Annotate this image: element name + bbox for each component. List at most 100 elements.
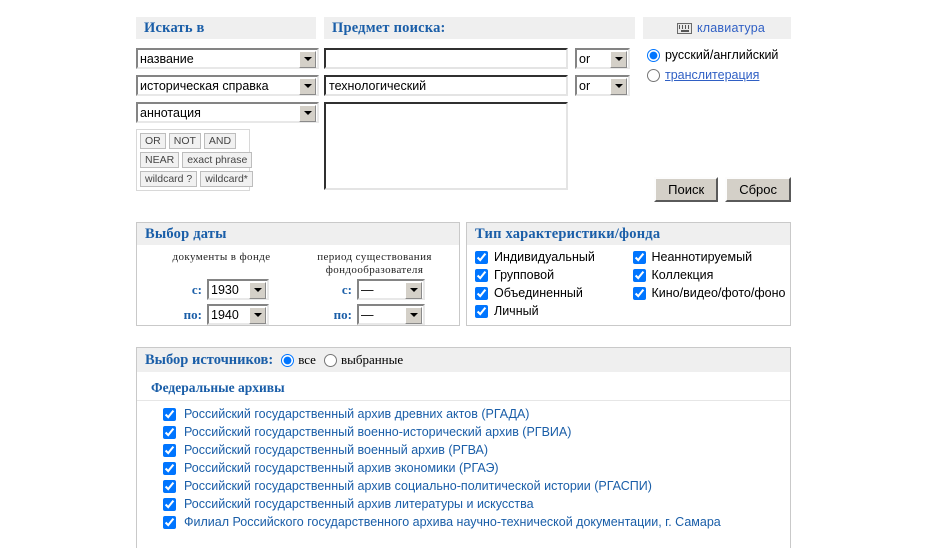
date-founder-to-row: по: — [298, 304, 451, 325]
language-label-ru-en: русский/английский [665, 48, 779, 62]
source-link-rgva[interactable]: Российский государственный военный архив… [184, 443, 489, 457]
type-label-personal: Личный [494, 304, 539, 318]
type-checkbox-united[interactable] [475, 286, 488, 300]
sources-panel: Выбор источников: все выбранные Федераль… [136, 347, 791, 548]
date-founder-from-row: с: — [298, 279, 451, 300]
search-field-select-3[interactable]: аннотация [136, 102, 319, 123]
operator-wildcard-star-button[interactable]: wildcard* [200, 171, 253, 187]
sources-label-selected: выбранные [340, 352, 404, 367]
type-checkbox-group[interactable] [475, 268, 488, 282]
source-checkbox-rgvia[interactable] [163, 425, 176, 439]
sources-radio-selected-option[interactable]: выбранные [323, 352, 404, 368]
sources-header: Выбор источников: все выбранные [137, 348, 790, 372]
source-link-rgvia[interactable]: Российский государственный военно-истори… [184, 425, 572, 439]
search-field-select-2[interactable]: историческая справка [136, 75, 319, 96]
date-label-to-right: по: [333, 306, 352, 322]
type-checkbox-personal[interactable] [475, 304, 488, 318]
boolean-operator-select-1[interactable]: or [575, 48, 630, 69]
header-spacer-2 [635, 17, 643, 40]
language-option-translit[interactable]: транслитерация [647, 68, 791, 82]
source-checkbox-samara[interactable] [163, 515, 176, 529]
date-documents-column: документы в фонде с: 1930 по: 1940 [145, 251, 298, 329]
keyboard-link[interactable]: клавиатура [696, 21, 766, 35]
type-column-right: Неаннотируемый Коллекция Кино/видео/фото… [632, 250, 791, 322]
type-label-collection: Коллекция [651, 268, 714, 282]
language-radio-ru-en[interactable] [647, 48, 660, 62]
source-checkbox-rgae[interactable] [163, 461, 176, 475]
operator-not-button[interactable]: NOT [168, 133, 201, 149]
source-link-rgae[interactable]: Российский государственный архив экономи… [184, 461, 499, 475]
operator-row-1: OR NOT AND [140, 133, 246, 149]
date-caption-founder: период существования фондообразователя [317, 251, 432, 276]
source-link-rgali[interactable]: Российский государственный архив литерат… [184, 497, 534, 511]
sources-radio-all-option[interactable]: все [281, 352, 316, 368]
type-checkbox-individual[interactable] [475, 250, 488, 264]
search-input-1[interactable] [324, 48, 568, 69]
source-link-rgaspi[interactable]: Российский государственный архив социаль… [184, 479, 652, 493]
type-selection-panel: Тип характеристики/фонда Индивидуальный … [466, 222, 791, 326]
search-textarea-3[interactable] [324, 102, 568, 190]
operator-row-2: NEAR exact phrase [140, 152, 253, 168]
type-checkbox-collection[interactable] [632, 268, 646, 282]
language-options: русский/английский транслитерация [643, 48, 791, 193]
source-checkbox-rgali[interactable] [163, 497, 176, 511]
source-link-rgada[interactable]: Российский государственный архив древних… [184, 407, 530, 421]
date-documents-from-select[interactable]: 1930 [207, 279, 269, 300]
date-label-from-right: с: [341, 281, 352, 297]
type-column-left: Индивидуальный Групповой Объединенный Ли… [475, 250, 633, 322]
type-option-collection[interactable]: Коллекция [632, 268, 791, 282]
operator-row-3: wildcard ? wildcard* [140, 171, 253, 187]
source-checkbox-rgva[interactable] [163, 443, 176, 457]
type-option-personal[interactable]: Личный [475, 304, 633, 318]
search-field-select-1[interactable]: название [136, 48, 319, 69]
list-item[interactable]: Российский государственный архив экономи… [163, 461, 790, 475]
operator-or-button[interactable]: OR [140, 133, 166, 149]
list-item[interactable]: Российский государственный военный архив… [163, 443, 790, 457]
operator-wildcard-question-button[interactable]: wildcard ? [140, 171, 198, 187]
sources-radio-selected[interactable] [323, 353, 337, 367]
type-panel-title: Тип характеристики/фонда [467, 223, 790, 245]
source-checkbox-rgaspi[interactable] [163, 479, 176, 493]
date-founder-from-select[interactable]: — [357, 279, 425, 300]
search-button[interactable]: Поиск [654, 177, 719, 202]
type-checkbox-media[interactable] [632, 286, 646, 300]
search-headers-row: Искать в Предмет поиска: клавиатура [136, 17, 791, 40]
date-founder-to-select[interactable]: — [357, 304, 425, 325]
type-option-media[interactable]: Кино/видео/фото/фоно [632, 286, 791, 300]
operator-exact-phrase-button[interactable]: exact phrase [182, 152, 253, 168]
list-item[interactable]: Российский государственный военно-истори… [163, 425, 790, 439]
type-label-united: Объединенный [494, 286, 583, 300]
language-option-ru-en[interactable]: русский/английский [647, 48, 791, 62]
language-radio-translit[interactable] [647, 68, 660, 82]
type-label-unannotated: Неаннотируемый [651, 250, 753, 264]
date-documents-to-select[interactable]: 1940 [207, 304, 269, 325]
language-label-translit[interactable]: транслитерация [665, 68, 760, 82]
sources-title: Выбор источников: [145, 351, 274, 368]
list-item[interactable]: Российский государственный архив литерат… [163, 497, 790, 511]
type-option-group[interactable]: Групповой [475, 268, 633, 282]
list-item[interactable]: Российский государственный архив социаль… [163, 479, 790, 493]
date-panel-title: Выбор даты [137, 223, 459, 245]
type-panel-body: Индивидуальный Групповой Объединенный Ли… [467, 245, 790, 322]
sources-label-all: все [298, 352, 316, 367]
search-value-inputs: or or [324, 48, 637, 193]
header-keyboard: клавиатура [643, 17, 791, 39]
type-label-individual: Индивидуальный [494, 250, 595, 264]
operator-near-button[interactable]: NEAR [140, 152, 180, 168]
reset-button[interactable]: Сброс [725, 177, 791, 202]
source-checkbox-rgada[interactable] [163, 407, 176, 421]
list-item[interactable]: Филиал Российского государственного архи… [163, 515, 790, 529]
search-criteria-section: Искать в Предмет поиска: клавиатура назв… [136, 17, 791, 203]
boolean-operator-select-2[interactable]: or [575, 75, 630, 96]
type-option-individual[interactable]: Индивидуальный [475, 250, 633, 264]
search-input-2[interactable] [324, 75, 568, 96]
header-search-in: Искать в [136, 17, 316, 39]
type-option-unannotated[interactable]: Неаннотируемый [632, 250, 791, 264]
type-option-united[interactable]: Объединенный [475, 286, 633, 300]
sources-radio-all[interactable] [281, 353, 295, 367]
type-checkbox-unannotated[interactable] [632, 250, 646, 264]
source-link-samara[interactable]: Филиал Российского государственного архи… [184, 515, 721, 529]
operator-and-button[interactable]: AND [203, 133, 237, 149]
list-item[interactable]: Российский государственный архив древних… [163, 407, 790, 421]
